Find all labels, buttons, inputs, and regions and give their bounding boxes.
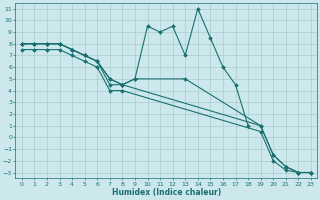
X-axis label: Humidex (Indice chaleur): Humidex (Indice chaleur) bbox=[112, 188, 221, 197]
